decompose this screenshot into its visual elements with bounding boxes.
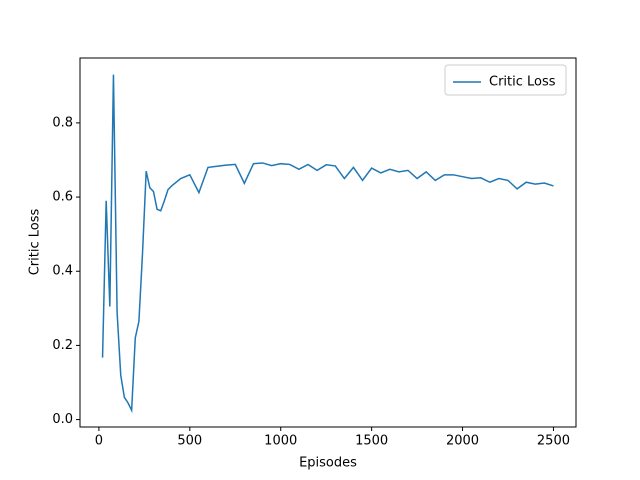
- x-tick-label: 500: [177, 434, 202, 449]
- y-axis-label: Critic Loss: [28, 209, 43, 276]
- data-line: [101, 74, 554, 414]
- y-tick-label: 0.4: [52, 264, 73, 279]
- plot-frame: [79, 57, 577, 428]
- x-axis-label: Episodes: [299, 456, 357, 471]
- x-tick-label: 2000: [446, 434, 479, 449]
- legend-label: Critic Loss: [489, 75, 556, 90]
- y-tick-label: 0.0: [52, 412, 73, 427]
- legend-box: [444, 64, 567, 96]
- y-tick-label: 0.2: [52, 338, 73, 353]
- x-tick-label: 1500: [355, 434, 388, 449]
- x-tick-label: 2500: [537, 434, 570, 449]
- x-tick-label: 1000: [264, 434, 297, 449]
- y-tick-label: 0.6: [52, 190, 73, 205]
- y-tick-label: 0.8: [52, 115, 73, 130]
- x-tick-label: 0: [95, 434, 103, 449]
